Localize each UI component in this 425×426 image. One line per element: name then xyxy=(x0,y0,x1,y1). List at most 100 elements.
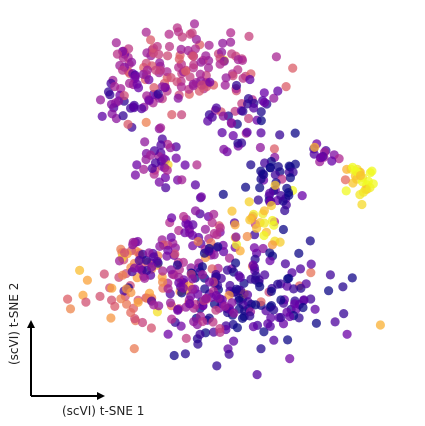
scatter-point xyxy=(265,189,274,198)
scatter-point xyxy=(256,174,265,183)
scatter-point xyxy=(119,111,128,120)
scatter-point xyxy=(135,256,144,265)
scatter-point xyxy=(142,118,151,127)
scatter-point xyxy=(196,70,205,79)
scatter-point xyxy=(149,300,158,309)
scatter-point xyxy=(348,273,357,282)
scatter-point xyxy=(254,195,263,204)
scatter-point xyxy=(255,282,264,291)
scatter-point xyxy=(272,52,281,61)
scatter-point xyxy=(209,210,218,219)
scatter-point xyxy=(294,249,303,258)
scatter-point xyxy=(260,206,269,215)
scatter-point xyxy=(181,160,190,169)
scatter-point xyxy=(174,94,183,103)
scatter-point xyxy=(197,81,206,90)
scatter-point xyxy=(123,120,132,129)
scatter-point xyxy=(201,294,210,303)
scatter-point xyxy=(221,81,230,90)
scatter-point xyxy=(166,298,175,307)
scatter-point xyxy=(218,128,227,137)
scatter-point xyxy=(269,221,278,230)
scatter-point xyxy=(192,160,201,169)
scatter-point xyxy=(279,225,288,234)
scatter-point xyxy=(173,23,182,32)
scatter-point xyxy=(226,38,235,47)
scatter-point xyxy=(112,38,121,47)
scatter-point xyxy=(341,175,350,184)
scatter-point xyxy=(189,317,198,326)
scatter-point xyxy=(232,285,241,294)
scatter-point xyxy=(281,259,290,268)
scatter-point xyxy=(283,335,292,344)
scatter-point xyxy=(185,299,194,308)
scatter-point xyxy=(284,274,293,283)
scatter-point xyxy=(147,262,156,271)
scatter-point xyxy=(276,191,285,200)
scatter-point xyxy=(331,317,340,326)
scatter-point xyxy=(133,80,142,89)
scatter-point xyxy=(190,19,199,28)
scatter-point xyxy=(142,28,151,37)
scatter-point xyxy=(130,344,139,353)
scatter-point xyxy=(164,330,173,339)
scatter-point xyxy=(147,323,156,332)
y-axis-arrowhead xyxy=(27,320,35,328)
scatter-point xyxy=(306,236,315,245)
scatter-point xyxy=(275,130,284,139)
scatter-point xyxy=(129,102,138,111)
scatter-point xyxy=(326,270,335,279)
scatter-point xyxy=(219,112,228,121)
scatter-point xyxy=(288,64,297,73)
scatter-point xyxy=(273,280,282,289)
scatter-point xyxy=(256,167,265,176)
scatter-point xyxy=(177,110,186,119)
scatter-point xyxy=(197,192,206,201)
scatter-point xyxy=(256,344,265,353)
scatter-point xyxy=(208,317,217,326)
scatter-point xyxy=(164,284,173,293)
scatter-point xyxy=(260,98,269,107)
scatter-point xyxy=(227,119,236,128)
scatter-point xyxy=(245,215,254,224)
scatter-point xyxy=(129,238,138,247)
scatter-point xyxy=(229,309,238,318)
scatter-point xyxy=(95,292,104,301)
scatter-point xyxy=(244,114,253,123)
scatter-point xyxy=(143,66,152,75)
scatter-point xyxy=(106,313,115,322)
scatter-point xyxy=(178,32,187,41)
scatter-point xyxy=(245,75,254,84)
scatter-point xyxy=(267,287,276,296)
scatter-point xyxy=(312,319,321,328)
x-axis-arrowhead xyxy=(97,392,105,400)
scatter-point xyxy=(244,94,253,103)
scatter-point xyxy=(265,248,274,257)
scatter-point xyxy=(172,154,181,163)
scatter-point xyxy=(139,165,148,174)
scatter-point xyxy=(233,139,242,148)
scatter-point xyxy=(212,361,221,370)
scatter-point xyxy=(359,188,368,197)
scatter-point xyxy=(343,330,352,339)
scatter-point xyxy=(296,264,305,273)
scatter-point xyxy=(145,96,154,105)
scatter-point xyxy=(113,50,122,59)
scatter-point xyxy=(149,252,158,261)
scatter-point xyxy=(177,175,186,184)
scatter-point xyxy=(194,237,203,246)
scatter-point xyxy=(219,190,228,199)
scatter-point xyxy=(225,350,234,359)
scatter-point xyxy=(234,271,243,280)
scatter-point xyxy=(357,200,366,209)
scatter-point xyxy=(260,88,269,97)
scatter-point xyxy=(75,266,84,275)
scatter-point xyxy=(238,107,247,116)
scatter-point xyxy=(256,128,265,137)
scatter-point xyxy=(66,304,75,313)
scatter-point xyxy=(179,212,188,221)
scatter-point xyxy=(285,354,294,363)
scatter-point xyxy=(165,42,174,51)
x-axis-label: (scVI) t-SNE 1 xyxy=(62,404,144,418)
